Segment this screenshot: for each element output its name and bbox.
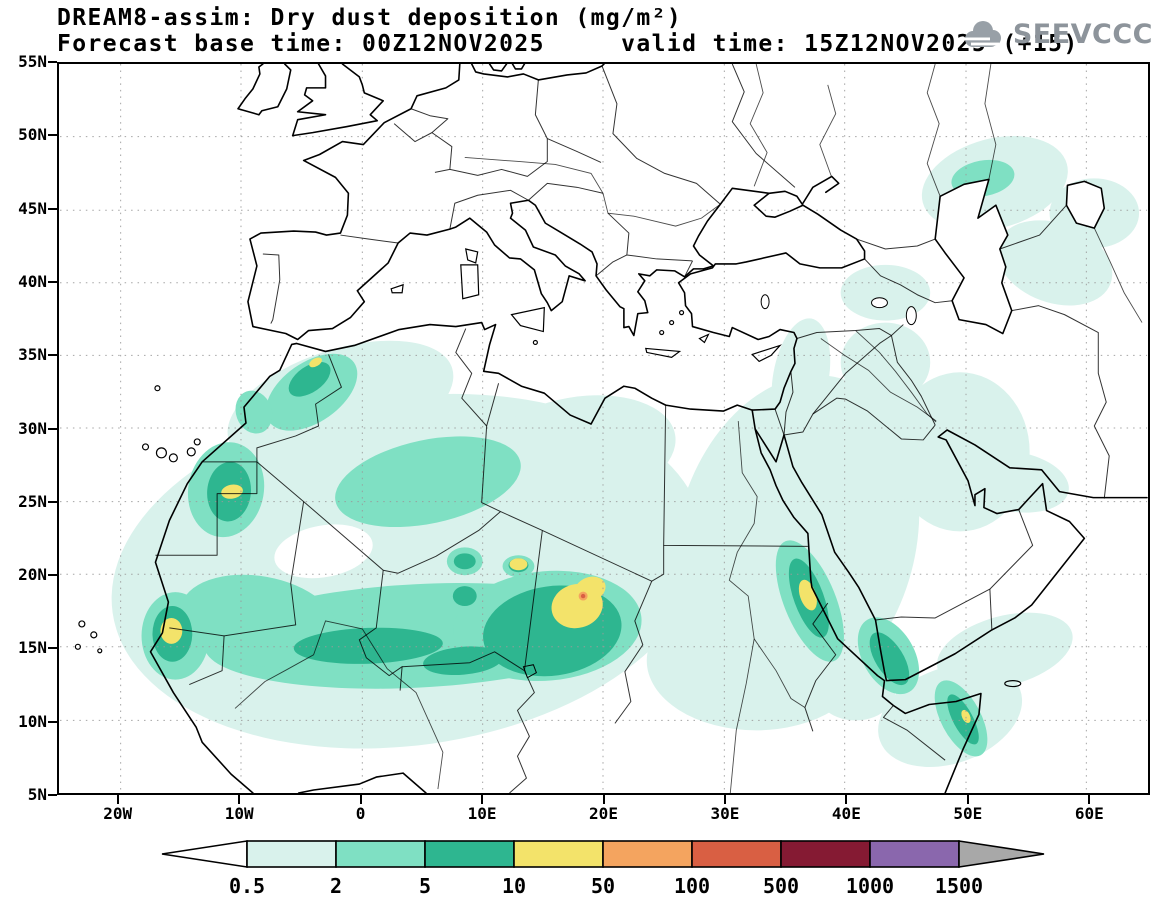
lat-axis-label: 10N bbox=[18, 711, 47, 731]
dust-fill-gap bbox=[274, 524, 373, 579]
lon-axis-tick bbox=[845, 795, 848, 804]
lat-axis-tick bbox=[48, 794, 57, 796]
lon-axis-label: 0 bbox=[355, 804, 366, 823]
colorbar-over-arrow bbox=[958, 840, 1045, 868]
colorbar-segment bbox=[246, 840, 337, 868]
colorbar-label: 1000 bbox=[846, 874, 894, 898]
colorbar-segment bbox=[780, 840, 871, 868]
colorbar-label: 1500 bbox=[935, 874, 983, 898]
lat-axis-label: 40N bbox=[18, 271, 47, 291]
logo-text: SEEVCCC bbox=[1012, 18, 1153, 50]
lat-axis-label: 15N bbox=[18, 638, 47, 658]
dust-fill-level-10 bbox=[160, 357, 971, 723]
colorbar-label: 500 bbox=[763, 874, 799, 898]
colorbar-label: 2 bbox=[330, 874, 342, 898]
lat-axis-label: 5N bbox=[27, 785, 47, 804]
colorbar: 0.5 2 5 10 50 100 500 1000 1500 bbox=[161, 840, 1045, 898]
lat-axis-tick bbox=[48, 61, 57, 63]
colorbar-segment bbox=[513, 840, 604, 868]
colorbar-label: 10 bbox=[502, 874, 526, 898]
lat-axis-label: 55N bbox=[18, 52, 47, 71]
lat-axis-label: 50N bbox=[18, 125, 47, 145]
seevccc-logo: SEEVCCC bbox=[960, 18, 1153, 50]
colorbar-segment bbox=[424, 840, 515, 868]
colorbar-label: 100 bbox=[674, 874, 710, 898]
lon-axis-label: 10W bbox=[224, 804, 254, 823]
lat-axis-tick bbox=[48, 574, 57, 577]
lon-axis-label: 30E bbox=[710, 804, 740, 823]
lat-axis-label: 45N bbox=[18, 198, 47, 218]
colorbar-label: 0.5 bbox=[229, 874, 265, 898]
page-subtitle: Forecast base time: 00Z12NOV2025 valid t… bbox=[57, 31, 1079, 57]
lat-axis-tick bbox=[48, 207, 57, 210]
lon-axis-label: 40E bbox=[831, 804, 861, 823]
lat-axis-label: 20N bbox=[18, 565, 47, 585]
islands bbox=[74, 248, 1022, 688]
country-borders bbox=[155, 64, 1110, 793]
colorbar-segment bbox=[335, 840, 426, 868]
colorbar-segment bbox=[602, 840, 693, 868]
map-frame bbox=[57, 62, 1150, 795]
lon-axis-label: 60E bbox=[1074, 804, 1104, 823]
lon-axis-tick bbox=[966, 795, 969, 804]
page-title: DREAM8-assim: Dry dust deposition (mg/m²… bbox=[57, 5, 683, 31]
lon-axis-tick bbox=[238, 795, 241, 804]
lat-axis-tick bbox=[48, 354, 57, 357]
lat-axis-tick bbox=[48, 280, 57, 283]
lon-axis-tick bbox=[1088, 795, 1091, 804]
colorbar-segment bbox=[691, 840, 782, 868]
lon-axis-tick bbox=[359, 795, 362, 804]
lon-axis-label: 20W bbox=[103, 804, 133, 823]
lat-axis-label: 25N bbox=[18, 491, 47, 511]
map-canvas bbox=[59, 64, 1148, 793]
lon-axis-tick bbox=[723, 795, 726, 804]
lon-axis-tick bbox=[481, 795, 484, 804]
cloud-icon bbox=[962, 21, 1001, 47]
lon-axis-label: 10E bbox=[467, 804, 497, 823]
colorbar-segment bbox=[869, 840, 960, 868]
rivers bbox=[234, 64, 1143, 793]
lat-axis-tick bbox=[48, 134, 57, 137]
lon-axis-label: 20E bbox=[589, 804, 618, 823]
colorbar-label: 5 bbox=[419, 874, 431, 898]
colorbar-label: 50 bbox=[591, 874, 615, 898]
colorbar-under-arrow bbox=[161, 840, 248, 868]
lon-axis-label: 50E bbox=[953, 804, 983, 823]
lat-axis-label: 35N bbox=[18, 345, 47, 365]
graticule-gridlines bbox=[59, 64, 1148, 793]
dust-fill-peak bbox=[578, 591, 588, 601]
lon-axis-tick bbox=[116, 795, 119, 804]
lat-axis-tick bbox=[48, 500, 57, 503]
lat-axis-tick bbox=[48, 427, 57, 430]
lon-axis-tick bbox=[602, 795, 605, 804]
lat-axis-tick bbox=[48, 720, 57, 723]
coastlines bbox=[149, 64, 1148, 793]
lat-axis-label: 30N bbox=[18, 418, 47, 438]
lat-axis-tick bbox=[48, 647, 57, 650]
